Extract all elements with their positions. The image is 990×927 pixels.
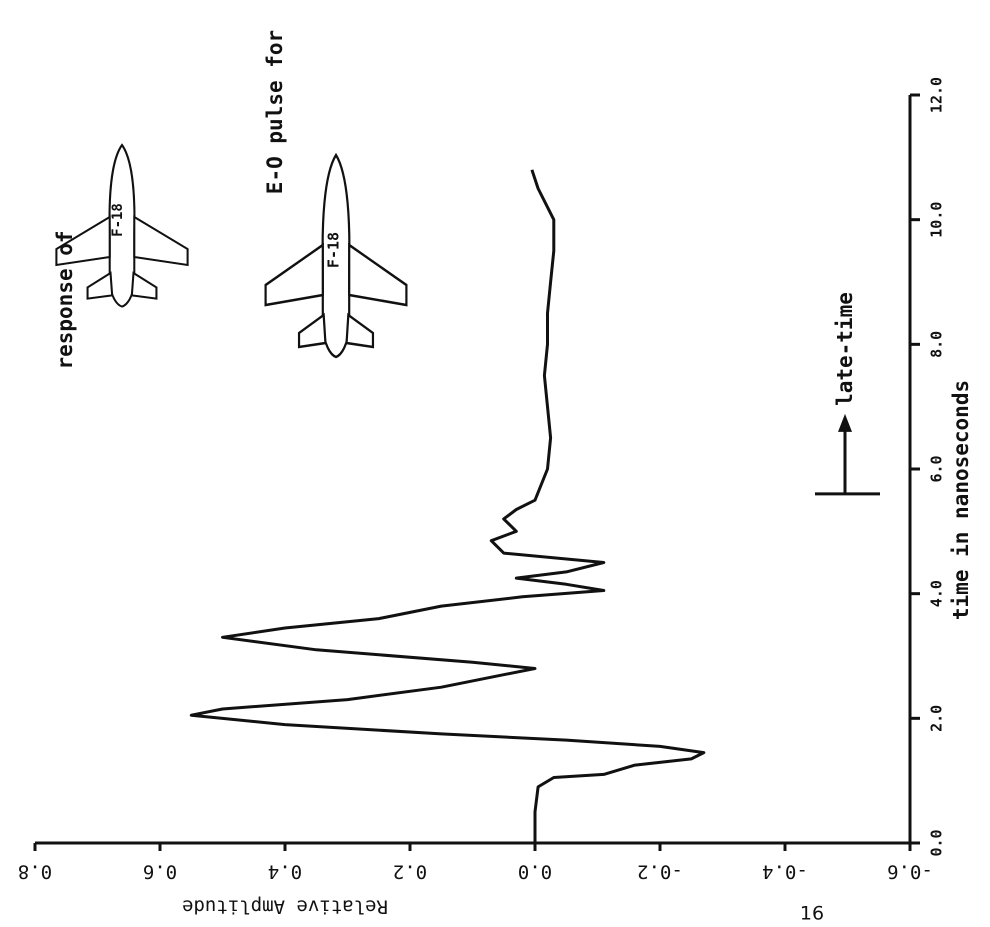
y-tick-label: -0.4 (762, 861, 808, 883)
annotation: response of (53, 230, 77, 369)
page-number: 16 (800, 903, 824, 925)
x-axis-label: time in nanoseconds (949, 380, 973, 620)
y-tick-label: 0.4 (268, 861, 302, 883)
y-tick-label: 0.0 (518, 861, 552, 883)
x-tick-label: 2.0 (928, 705, 946, 732)
x-tick-label: 4.0 (928, 580, 946, 607)
y-tick-label: 0.2 (393, 861, 427, 883)
y-tick-label: 0.6 (143, 861, 177, 883)
y-tick-label: -0.2 (637, 861, 683, 883)
annotation: late-time (833, 292, 857, 406)
annotation: E-O pulse for (263, 30, 287, 194)
aircraft-label: F-18 (325, 232, 343, 268)
x-tick-label: 6.0 (928, 455, 946, 482)
y-tick-label: 0.8 (18, 861, 52, 883)
x-tick-label: 10.0 (928, 202, 946, 238)
aircraft-label: F-18 (110, 203, 126, 237)
data-line (189, 169, 706, 843)
x-tick-label: 8.0 (928, 331, 946, 358)
y-axis-label: Relative Amplitude (182, 896, 388, 918)
late-time-arrowhead (838, 413, 852, 432)
x-tick-label: 0.0 (928, 829, 946, 856)
y-tick-label: -0.6 (887, 861, 933, 883)
x-tick-label: 12.0 (928, 77, 946, 113)
